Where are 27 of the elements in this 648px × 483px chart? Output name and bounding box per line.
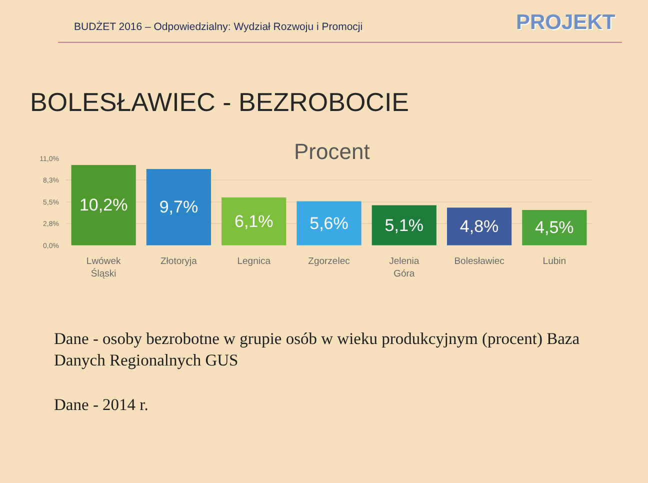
x-tick-label: Bolesławiec — [454, 256, 505, 267]
bar — [522, 210, 587, 246]
data-label: 5,6% — [310, 214, 348, 233]
x-tick-label: Lubin — [542, 256, 566, 267]
x-tick-label: Jelenia Góra — [389, 256, 420, 280]
text: BUDŻET 2016 – Odpowiedzialny: Wydział Rozwoju i Promocji — [74, 20, 363, 33]
x-tick-label: Lwówek Śląski — [86, 256, 121, 280]
bar — [71, 165, 136, 246]
bar — [146, 168, 212, 246]
bar — [446, 208, 512, 246]
bar — [296, 201, 362, 246]
chart-subtitle: Procent — [294, 139, 370, 164]
bar — [372, 205, 436, 246]
data-label: 4,5% — [535, 218, 574, 238]
chart-title: BOLESŁAWIEC - BEZROBOCIE — [30, 87, 410, 117]
bar — [222, 197, 286, 246]
data-label: 10,2% — [79, 196, 128, 215]
data-label: 5,1% — [384, 216, 424, 235]
x-tick-label: Legnica — [237, 256, 272, 267]
x-tick-label: Złotoryja — [160, 256, 198, 267]
data-label: 9,7% — [159, 198, 198, 217]
x-tick-label: Zgorzelec — [308, 256, 350, 267]
text: PROJEKT — [516, 11, 616, 34]
text: Dane - 2014 r. — [54, 395, 148, 414]
data-label: 6,1% — [234, 212, 274, 231]
text: Dane - osoby bezrobotne w grupie osób w wieku produkcyjnym (procent) Baza Danych Regionalnych GUS — [54, 329, 580, 370]
data-label: 4,8% — [460, 217, 499, 236]
